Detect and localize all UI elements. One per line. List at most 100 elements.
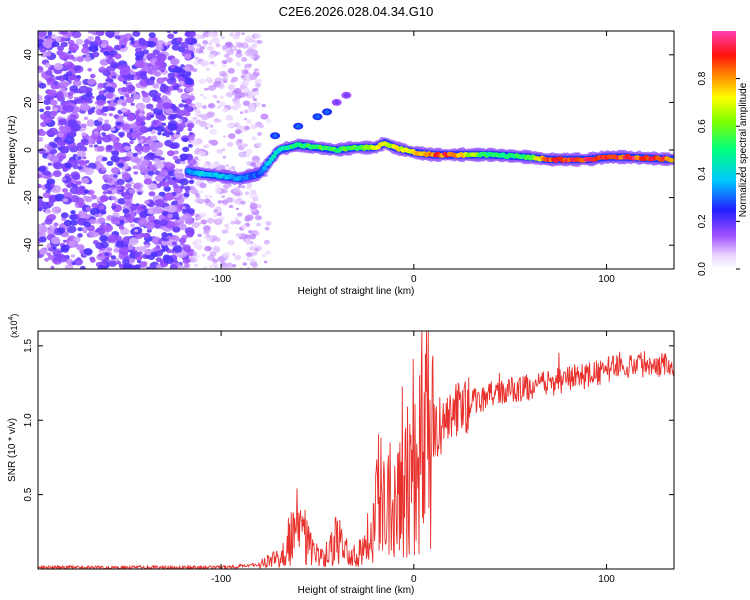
noise-dot (94, 38, 103, 46)
noise-dot (113, 100, 118, 103)
noise-dot (90, 73, 96, 79)
noise-dot (212, 37, 220, 44)
noise-dot (232, 253, 236, 256)
noise-dot (178, 223, 187, 231)
noise-dot (168, 131, 174, 136)
noise-dot (154, 199, 165, 208)
noise-dot (182, 210, 187, 214)
noise-dot (60, 212, 69, 219)
spectrogram-ylabel: Frequency (Hz) (7, 116, 18, 185)
noise-dot (87, 189, 95, 196)
noise-dot (70, 123, 82, 132)
noise-dot (74, 187, 83, 194)
noise-dot (214, 188, 222, 194)
noise-dot (234, 254, 242, 261)
noise-dot (254, 33, 262, 39)
noise-dot (226, 142, 234, 147)
noise-dot (67, 63, 76, 70)
noise-dot (84, 56, 92, 62)
noise-dot (76, 75, 81, 79)
y-tick-label: -40 (23, 238, 34, 253)
noise-dot (85, 206, 92, 212)
noise-dot (114, 53, 122, 60)
chart-title: C2E6.2026.028.04.34.G10 (279, 4, 434, 19)
noise-dot (254, 248, 259, 252)
x-tick-label: 0 (411, 574, 417, 585)
noise-dot (121, 250, 129, 256)
noise-dot (115, 186, 122, 191)
noise-dot (120, 44, 126, 49)
y-tick-label: 0 (23, 147, 34, 153)
noise-dot (102, 112, 108, 117)
noise-dot (47, 162, 53, 166)
noise-dot (68, 95, 73, 99)
noise-dot (98, 204, 105, 210)
noise-dot (155, 245, 161, 249)
noise-dot (165, 134, 170, 138)
noise-dot (162, 246, 170, 252)
noise-dot (38, 82, 47, 89)
noise-dot (134, 144, 144, 152)
noise-dot (122, 208, 130, 214)
noise-dot (91, 51, 100, 58)
noise-dot (177, 88, 184, 93)
noise-dot (107, 234, 119, 243)
noise-dot (89, 218, 96, 224)
noise-dot (209, 39, 213, 43)
noise-dot (47, 31, 53, 36)
noise-dot (117, 162, 125, 168)
noise-dot (243, 117, 248, 121)
noise-dot (184, 66, 191, 72)
noise-dot (209, 265, 213, 268)
noise-dot (169, 113, 177, 120)
noise-dot (118, 225, 125, 230)
noise-dot (173, 150, 179, 155)
noise-dot (40, 121, 48, 128)
noise-dot (257, 102, 261, 105)
noise-dot (48, 127, 59, 136)
noise-dot (60, 244, 70, 252)
noise-dot (41, 171, 47, 175)
noise-dot (88, 44, 99, 53)
noise-dot (248, 103, 256, 109)
noise-dot (76, 56, 84, 63)
noise-dot (93, 232, 100, 237)
noise-dot (167, 123, 178, 131)
noise-dot (104, 252, 110, 257)
noise-dot (176, 109, 186, 117)
noise-dot (195, 192, 200, 197)
noise-dot (197, 222, 201, 225)
noise-dot (164, 193, 174, 201)
snr-multiplier-base: (x10 (9, 320, 19, 338)
noise-dot (184, 185, 191, 191)
noise-dot (166, 235, 172, 240)
noise-dot (201, 253, 206, 257)
noise-dot (50, 236, 61, 245)
noise-dot (76, 244, 85, 251)
noise-dot (223, 135, 227, 138)
ridge-core (668, 158, 674, 163)
noise-dot (71, 173, 81, 181)
noise-dot (51, 41, 60, 48)
noise-dot (128, 188, 136, 194)
noise-dot (124, 155, 132, 162)
snr-multiplier-exponent: 4 (8, 316, 15, 320)
noise-dot (115, 220, 121, 225)
noise-dot (202, 40, 209, 45)
y-tick-label: 1.0 (23, 413, 34, 427)
noise-dot (240, 84, 244, 88)
noise-dot (68, 240, 76, 247)
noise-dot (65, 71, 73, 77)
noise-dot (261, 103, 266, 108)
noise-dot (102, 107, 109, 113)
noise-dot (219, 70, 228, 77)
noise-dot (78, 85, 90, 94)
noise-dot (53, 62, 64, 71)
noise-dot (235, 129, 242, 135)
noise-dot (118, 215, 126, 221)
noise-dot (53, 161, 63, 170)
noise-dot (189, 136, 195, 141)
noise-dot (263, 239, 270, 245)
noise-dot (172, 245, 183, 253)
noise-dot (199, 120, 208, 128)
